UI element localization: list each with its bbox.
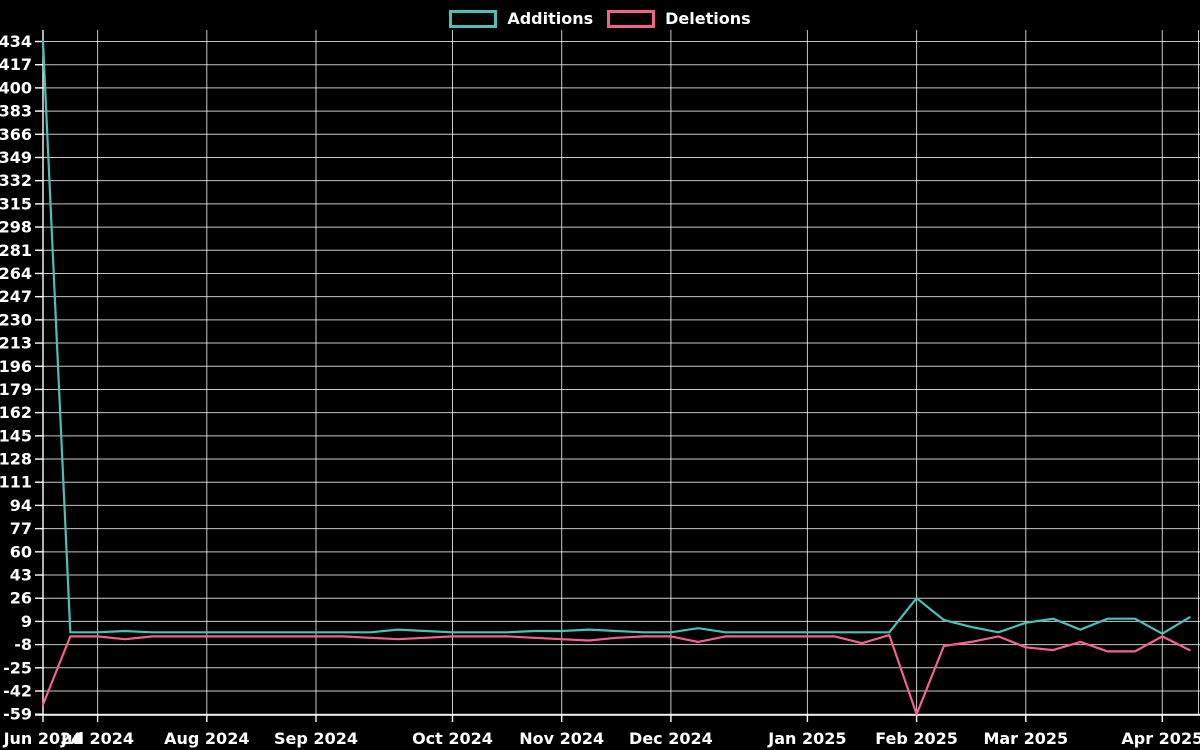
y-tick-label: 9 — [21, 612, 32, 631]
y-tick-label: 434 — [0, 32, 32, 51]
y-tick-label: 281 — [0, 241, 32, 260]
x-tick-label: Apr 2025 — [1121, 729, 1200, 748]
x-tick-label: Nov 2024 — [519, 729, 604, 748]
legend-label-deletions: Deletions — [665, 9, 751, 28]
chart-legend: Additions Deletions — [0, 6, 1200, 32]
x-tick-label: Aug 2024 — [164, 729, 249, 748]
legend-label-additions: Additions — [507, 9, 594, 28]
y-tick-label: 196 — [0, 357, 32, 376]
y-tick-label: 400 — [0, 78, 32, 97]
y-tick-label: -25 — [3, 658, 32, 677]
x-tick-label: Jul 2024 — [60, 729, 134, 748]
y-tick-label: 264 — [0, 264, 32, 283]
y-tick-label: 77 — [10, 519, 32, 538]
y-tick-label: 213 — [0, 334, 32, 353]
y-tick-label: 349 — [0, 148, 32, 167]
y-tick-label: -42 — [3, 682, 32, 701]
additions-line — [41, 40, 1191, 635]
y-tick-label: 162 — [0, 403, 32, 422]
y-tick-label: 247 — [0, 287, 32, 306]
y-tick-label: 332 — [0, 171, 32, 190]
x-tick-label: Mar 2025 — [983, 729, 1068, 748]
y-tick-label: 60 — [10, 542, 32, 561]
additions-swatch-icon — [449, 10, 498, 28]
deletions-swatch-icon — [607, 10, 656, 28]
y-tick-label: 145 — [0, 426, 32, 445]
y-tick-label: 366 — [0, 125, 32, 144]
y-tick-label: 417 — [0, 55, 32, 74]
y-tick-label: 43 — [10, 566, 32, 585]
y-tick-label: 26 — [10, 589, 32, 608]
y-tick-label: -8 — [14, 635, 32, 654]
x-tick-label: Feb 2025 — [875, 729, 958, 748]
legend-item-deletions[interactable]: Deletions — [607, 10, 751, 28]
y-tick-label: 128 — [0, 450, 32, 469]
x-tick-label: Jun 2024 — [3, 729, 83, 748]
y-tick-label: 383 — [0, 102, 32, 121]
y-tick-label: 111 — [0, 473, 32, 492]
y-tick-label: 94 — [10, 496, 32, 515]
x-tick-label: Oct 2024 — [412, 729, 493, 748]
deletions-line — [41, 634, 1191, 716]
y-tick-label: 179 — [0, 380, 32, 399]
x-tick-label: Sep 2024 — [274, 729, 358, 748]
y-tick-label: 315 — [0, 194, 32, 213]
y-tick-label: -59 — [3, 705, 32, 724]
legend-item-additions[interactable]: Additions — [449, 10, 593, 28]
x-tick-label: Dec 2024 — [629, 729, 713, 748]
y-tick-label: 230 — [0, 310, 32, 329]
x-tick-label: Jan 2025 — [767, 729, 846, 748]
y-tick-label: 298 — [0, 218, 32, 237]
